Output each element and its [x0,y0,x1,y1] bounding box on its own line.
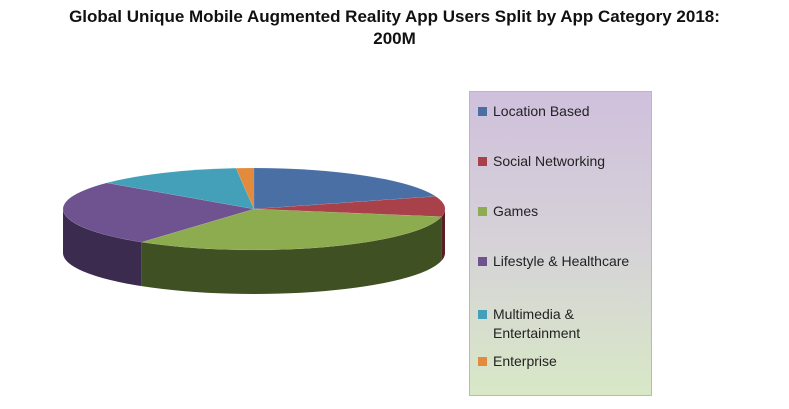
legend-swatch [478,107,487,116]
legend-swatch [478,257,487,266]
chart-title: Global Unique Mobile Augmented Reality A… [0,6,789,50]
legend-label-line: Enterprise [493,353,557,369]
legend-label: Location Based [493,102,590,121]
pie-slice-side-1 [441,209,446,261]
pie-slice-side-3 [63,209,142,287]
legend-label: Lifestyle & Healthcare [493,252,629,271]
legend-swatch [478,310,487,319]
legend-label-line: Games [493,203,539,219]
legend-label: Enterprise [493,352,557,371]
legend-label-line: Location Based [493,103,590,119]
pie-slice-lifestyle-healthcare [62,182,255,243]
legend-swatch [478,157,487,166]
legend-swatch [478,357,487,366]
pie-slice-multimedia-entertainment [106,167,255,210]
legend-label-line: Social Networking [493,153,606,169]
pie-slice-games [141,208,443,251]
chart-legend: Location Based Social Networking Games Life… [469,91,652,396]
legend-label-line: Entertainment [493,325,581,341]
legend-label: Social Networking [493,152,605,171]
pie-slice-location-based [253,167,437,210]
chart-title-line2: 200M [373,29,416,48]
legend-label: Games [493,202,538,221]
pie-slice-enterprise [235,167,255,210]
legend-label-line: Multimedia & [493,306,574,322]
pie-slice-social-networking [253,196,446,217]
legend-label: Multimedia & Entertainment [493,305,580,343]
legend-label-line: Lifestyle & Healthcare [493,253,630,269]
chart-title-line1: Global Unique Mobile Augmented Reality A… [69,7,720,26]
legend-swatch [478,207,487,216]
pie-slice-side-2 [141,216,442,294]
